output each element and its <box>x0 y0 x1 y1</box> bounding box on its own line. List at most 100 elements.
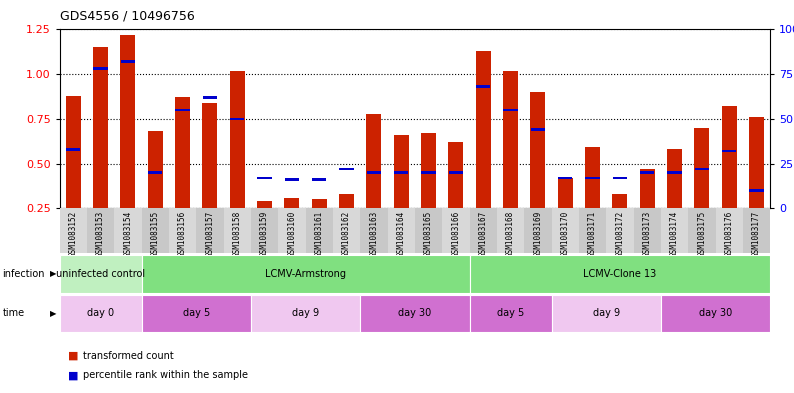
Text: GSM1083165: GSM1083165 <box>424 211 433 257</box>
Bar <box>284 198 299 208</box>
Bar <box>634 208 661 253</box>
Bar <box>360 295 469 332</box>
Bar <box>306 208 333 253</box>
Bar <box>285 178 299 181</box>
Bar <box>579 208 606 253</box>
Text: GSM1083176: GSM1083176 <box>725 211 734 257</box>
Text: day 30: day 30 <box>399 309 431 318</box>
Text: GSM1083166: GSM1083166 <box>451 211 461 257</box>
Bar <box>722 107 737 208</box>
Bar <box>367 171 381 174</box>
Text: GSM1083167: GSM1083167 <box>479 211 488 257</box>
Bar <box>497 208 524 253</box>
Bar <box>230 118 245 120</box>
Text: day 30: day 30 <box>699 309 732 318</box>
Bar <box>552 295 661 332</box>
Bar <box>585 176 599 179</box>
Text: time: time <box>2 308 25 318</box>
Text: GSM1083152: GSM1083152 <box>69 211 78 257</box>
Text: GSM1083164: GSM1083164 <box>397 211 406 257</box>
Text: GSM1083160: GSM1083160 <box>287 211 296 257</box>
Bar <box>360 208 387 253</box>
Bar <box>557 178 572 208</box>
Bar <box>442 208 469 253</box>
Bar <box>312 199 326 208</box>
Bar <box>661 295 770 332</box>
Bar <box>552 208 579 253</box>
Bar <box>750 189 764 192</box>
Text: day 5: day 5 <box>183 309 210 318</box>
Bar <box>141 255 469 293</box>
Text: GSM1083158: GSM1083158 <box>233 211 241 257</box>
Bar <box>312 178 326 181</box>
Bar <box>66 95 81 208</box>
Text: GSM1083155: GSM1083155 <box>151 211 160 257</box>
Text: ▶: ▶ <box>50 309 56 318</box>
Bar <box>415 208 442 253</box>
Bar <box>366 114 381 208</box>
Bar <box>196 208 224 253</box>
Bar <box>148 131 163 208</box>
Bar <box>66 148 80 151</box>
Bar <box>339 167 353 170</box>
Bar <box>114 208 141 253</box>
Bar <box>558 176 572 179</box>
Text: GSM1083177: GSM1083177 <box>752 211 761 257</box>
Text: ▶: ▶ <box>50 270 56 278</box>
Bar <box>202 103 218 208</box>
Bar <box>202 96 217 99</box>
Bar <box>661 208 688 253</box>
Bar <box>421 133 436 208</box>
Bar <box>148 171 162 174</box>
Bar <box>449 171 463 174</box>
Bar <box>530 128 545 131</box>
Bar <box>257 201 272 208</box>
Text: transformed count: transformed count <box>83 351 174 361</box>
Bar <box>694 128 709 208</box>
Bar <box>387 208 415 253</box>
Bar <box>667 149 682 208</box>
Bar <box>613 176 627 179</box>
Bar <box>722 150 736 152</box>
Text: GSM1083172: GSM1083172 <box>615 211 624 257</box>
Text: GDS4556 / 10496756: GDS4556 / 10496756 <box>60 10 195 23</box>
Bar <box>524 208 552 253</box>
Bar <box>251 208 278 253</box>
Text: GSM1083157: GSM1083157 <box>206 211 214 257</box>
Bar <box>606 208 634 253</box>
Bar <box>449 142 464 208</box>
Bar <box>476 85 491 88</box>
Text: GSM1083171: GSM1083171 <box>588 211 597 257</box>
Bar <box>224 208 251 253</box>
Bar <box>278 208 306 253</box>
Bar <box>394 135 409 208</box>
Bar <box>121 35 136 208</box>
Text: uninfected control: uninfected control <box>56 269 145 279</box>
Bar <box>668 171 682 174</box>
Bar <box>141 208 169 253</box>
Text: GSM1083168: GSM1083168 <box>506 211 515 257</box>
Bar <box>688 208 715 253</box>
Bar <box>469 255 770 293</box>
Bar <box>469 208 497 253</box>
Bar <box>87 208 114 253</box>
Bar <box>695 167 709 170</box>
Bar <box>640 171 654 174</box>
Text: day 9: day 9 <box>592 309 620 318</box>
Text: day 5: day 5 <box>497 309 524 318</box>
Bar <box>141 295 251 332</box>
Bar <box>749 117 764 208</box>
Text: ■: ■ <box>67 351 78 361</box>
Text: GSM1083174: GSM1083174 <box>670 211 679 257</box>
Bar <box>422 171 436 174</box>
Bar <box>257 176 272 179</box>
Text: GSM1083175: GSM1083175 <box>697 211 707 257</box>
Bar <box>60 295 141 332</box>
Bar <box>469 295 552 332</box>
Text: GSM1083153: GSM1083153 <box>96 211 105 257</box>
Bar <box>394 171 408 174</box>
Text: ■: ■ <box>67 370 78 380</box>
Text: GSM1083154: GSM1083154 <box>123 211 133 257</box>
Text: LCMV-Clone 13: LCMV-Clone 13 <box>584 269 657 279</box>
Text: GSM1083162: GSM1083162 <box>342 211 351 257</box>
